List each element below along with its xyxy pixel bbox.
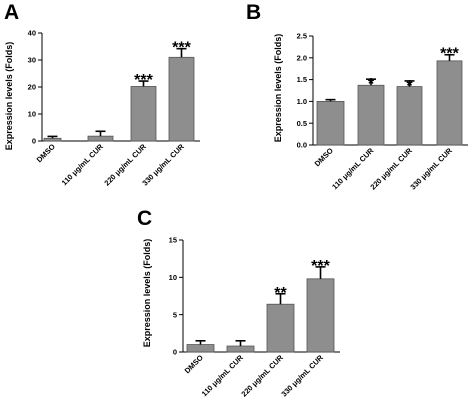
panel-c-category-label: 220 μg/mL CUR	[239, 353, 285, 399]
panel-a-y-tick-label: 40	[28, 29, 36, 38]
panel-b: B Expression levels (Folds) 0.0 0.5 1.0 1.5…	[246, 1, 468, 192]
panel-b-y-tick-label: 2.0	[297, 53, 307, 62]
panel-c-bar	[306, 278, 335, 353]
panel-a-category-label: 110 μg/mL CUR	[60, 142, 106, 188]
panel-b-y-axis-label: Expression levels (Folds)	[273, 34, 283, 143]
panel-c-y-tick-label: 5	[173, 310, 177, 319]
panel-c-category-label: DMSO	[183, 353, 205, 375]
panel-b-significance-marker: *	[368, 76, 375, 93]
panel-b-bar	[436, 60, 463, 146]
panel-b-bar	[357, 84, 385, 146]
panel-c-bar	[186, 344, 215, 353]
panel-a-bar	[43, 137, 62, 142]
panel-c: C Expression levels (Folds) 0 5 10 15 DMSO11…	[137, 207, 340, 399]
panel-a-y-tick-label: 20	[28, 83, 36, 92]
panel-c-significance-marker: **	[274, 285, 287, 302]
panel-b-significance-marker: ***	[440, 46, 459, 63]
panel-b-category-label: 220 μg/mL CUR	[368, 146, 414, 192]
panel-a-bar	[168, 56, 195, 142]
panel-b-category-label: DMSO	[313, 146, 335, 168]
panel-b-y-tick-label: 2.5	[297, 32, 307, 41]
panel-b-y-tick-label: 1.5	[297, 75, 307, 84]
panel-a: A Expression levels (Folds) 0 10 20 30 40 DMS…	[4, 1, 200, 188]
panel-b-bar	[316, 101, 345, 146]
panel-a-y-tick-label: 30	[28, 56, 36, 65]
panel-b-y-tick-label: 0.5	[297, 119, 307, 128]
panel-b-letter: B	[246, 1, 261, 24]
panel-c-y-tick-label: 10	[169, 273, 177, 282]
panel-a-category-label: DMSO	[35, 142, 57, 164]
panel-a-significance-marker: ***	[172, 40, 191, 57]
panel-a-y-tick-label: 0	[32, 137, 36, 146]
panel-a-y-tick-label: 10	[28, 110, 36, 119]
panel-c-bar	[266, 303, 295, 353]
panel-c-category-label: 110 μg/mL CUR	[200, 353, 246, 399]
panel-b-y-tick-label: 1.0	[297, 97, 307, 106]
panel-a-bar	[87, 135, 114, 142]
panel-c-y-tick-label: 0	[173, 348, 177, 357]
panel-c-bar	[226, 345, 255, 353]
panel-b-bar	[396, 86, 423, 146]
panel-a-bar	[130, 86, 157, 142]
panel-c-y-tick-label: 15	[169, 236, 177, 245]
panel-a-y-axis-label: Expression levels (Folds)	[4, 42, 14, 151]
panel-b-y-tick-label: 0.0	[297, 141, 307, 150]
panel-b-category-label: 330 μg/mL CUR	[408, 146, 454, 192]
panel-a-letter: A	[4, 1, 19, 24]
panel-c-letter: C	[137, 207, 152, 230]
panel-a-significance-marker: ***	[134, 72, 153, 89]
panel-c-significance-marker: ***	[311, 258, 330, 275]
panel-b-significance-marker: *	[406, 78, 413, 95]
panel-c-y-axis-label: Expression levels (Folds)	[142, 239, 152, 348]
panel-c-category-label: 330 μg/mL CUR	[279, 353, 325, 399]
